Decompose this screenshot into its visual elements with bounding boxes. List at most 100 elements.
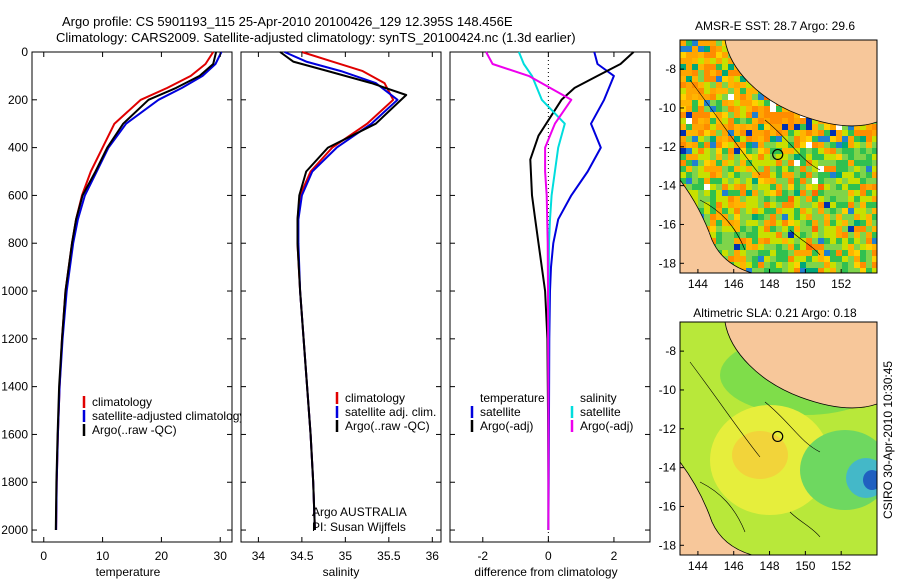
sst-grid-cell: [692, 76, 698, 82]
sst-grid-cell: [806, 172, 812, 178]
sst-lon-tick-label: 146: [724, 277, 744, 291]
sst-grid-cell: [698, 118, 704, 124]
sst-grid-cell: [698, 76, 704, 82]
sst-grid-cell: [728, 172, 734, 178]
sst-grid-cell: [860, 220, 866, 226]
sst-argo-location-marker: [772, 148, 784, 161]
sst-grid-cell: [860, 148, 866, 154]
sst-grid-cell: [854, 166, 860, 172]
sst-grid-cell: [830, 184, 836, 190]
sst-grid-cell: [704, 58, 710, 64]
sst-grid-cell: [692, 148, 698, 154]
sst-grid-cell: [860, 136, 866, 142]
sst-grid-cell: [800, 196, 806, 202]
sst-grid-cell: [866, 226, 872, 232]
sst-grid-cell: [704, 40, 710, 46]
sst-grid-cell: [776, 106, 782, 112]
sst-grid-cell: [806, 184, 812, 190]
salinity-legend: climatology satellite adj. clim. Argo(..…: [335, 391, 436, 433]
depth-tick-label: 600: [8, 188, 28, 202]
sst-grid-cell: [764, 160, 770, 166]
depth-tick-label: 1000: [1, 284, 28, 298]
sst-grid-cell: [830, 238, 836, 244]
sst-grid-cell: [722, 250, 728, 256]
sst-grid-cell: [824, 136, 830, 142]
sst-grid-cell: [728, 148, 734, 154]
sst-grid-cell: [698, 124, 704, 130]
sst-grid-cell: [698, 70, 704, 76]
sst-grid-cell: [692, 118, 698, 124]
sst-grid-cell: [776, 124, 782, 130]
sst-grid-cell: [728, 112, 734, 118]
sst-grid-cell: [722, 106, 728, 112]
sst-grid-cell: [770, 148, 776, 154]
sst-grid-cell: [686, 100, 692, 106]
sst-grid-cell: [716, 214, 722, 220]
sst-grid-cell: [692, 40, 698, 46]
sst-grid-cell: [728, 244, 734, 250]
sst-grid-cell: [722, 154, 728, 160]
sst-grid-cell: [794, 142, 800, 148]
sst-grid-cell: [698, 100, 704, 106]
sst-grid-cell: [728, 88, 734, 94]
sst-grid-cell: [692, 160, 698, 166]
legend-header-temperature: temperature: [480, 391, 545, 405]
sst-grid-cell: [794, 232, 800, 238]
sst-grid-cell: [704, 52, 710, 58]
sst-grid-cell: [746, 244, 752, 250]
sst-grid-cell: [734, 244, 740, 250]
sst-grid-cell: [854, 184, 860, 190]
sst-grid-cell: [872, 178, 877, 184]
sst-grid-cell: [680, 166, 686, 172]
sst-grid-cell: [698, 112, 704, 118]
sst-coastline-west: [680, 179, 753, 273]
sst-grid-cell: [800, 256, 806, 262]
sst-grid-cell: [818, 214, 824, 220]
sst-grid-cell: [848, 268, 854, 273]
sst-lon-tick-label: 152: [831, 277, 851, 291]
sst-grid-cell: [716, 52, 722, 58]
sst-grid-cell: [710, 238, 716, 244]
sst-grid-cell: [752, 184, 758, 190]
sst-grid-cell: [872, 232, 877, 238]
sst-grid-cell: [812, 214, 818, 220]
sst-grid-cell: [824, 268, 830, 273]
sst-grid-cell: [686, 52, 692, 58]
sst-grid-cell: [686, 64, 692, 70]
sst-grid-cell: [788, 136, 794, 142]
sst-grid-cell: [710, 64, 716, 70]
depth-tick-label: 200: [8, 93, 28, 107]
sst-grid-cell: [686, 76, 692, 82]
legend-label-climatology: climatology: [345, 391, 405, 405]
sst-grid-cell: [794, 226, 800, 232]
sst-grid-cell: [752, 100, 758, 106]
sst-grid-cell: [794, 154, 800, 160]
sst-grid-cell: [722, 148, 728, 154]
sst-grid-cell: [704, 160, 710, 166]
sst-map-title: AMSR-E SST: 28.7 Argo: 29.6: [695, 19, 855, 33]
sst-grid-cell: [764, 136, 770, 142]
sst-grid-cell: [704, 148, 710, 154]
sst-grid-cell: [806, 142, 812, 148]
sst-grid-cell: [746, 94, 752, 100]
sst-grid-cell: [842, 232, 848, 238]
sst-grid-cell: [728, 142, 734, 148]
sst-grid-cell: [848, 232, 854, 238]
sst-grid-cell: [686, 136, 692, 142]
salinity-axis-label: salinity: [323, 565, 360, 579]
sst-grid-cell: [854, 214, 860, 220]
legend-label-satellite-adjusted: satellite-adjusted climatology: [92, 409, 245, 423]
sst-grid-cell: [770, 226, 776, 232]
sst-grid-cell: [812, 244, 818, 250]
sst-grid-cell: [752, 154, 758, 160]
sst-grid-cell: [752, 94, 758, 100]
sst-grid-cell: [866, 208, 872, 214]
sst-grid-cell: [872, 256, 877, 262]
sst-grid-cell: [698, 154, 704, 160]
sst-grid-cell: [806, 148, 812, 154]
depth-tick-label: 1200: [1, 332, 28, 346]
sst-grid-cell: [866, 268, 872, 273]
legend-label-argo: Argo(..raw -QC): [92, 423, 177, 437]
sst-grid-cell: [734, 70, 740, 76]
sst-grid-cell: [710, 40, 716, 46]
